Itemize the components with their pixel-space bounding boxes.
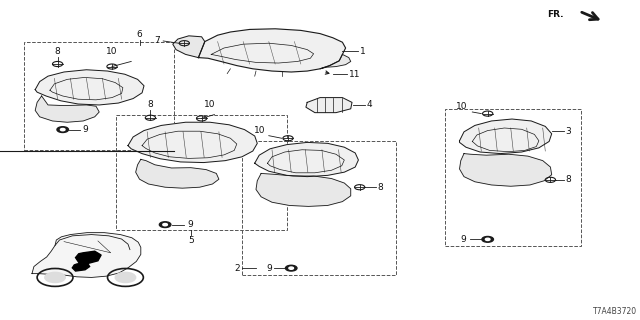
Polygon shape: [460, 154, 552, 186]
Polygon shape: [173, 36, 205, 58]
Polygon shape: [256, 173, 351, 206]
Bar: [24, 42, 174, 150]
Polygon shape: [460, 119, 552, 154]
Polygon shape: [76, 251, 101, 263]
Circle shape: [115, 272, 136, 283]
Text: FR.: FR.: [547, 10, 564, 19]
Circle shape: [285, 265, 297, 271]
Text: 6: 6: [137, 30, 142, 39]
Polygon shape: [306, 98, 352, 113]
Circle shape: [485, 238, 490, 241]
Circle shape: [482, 236, 493, 242]
Bar: [445, 109, 581, 246]
Text: 2: 2: [234, 264, 240, 273]
Text: 3: 3: [566, 127, 572, 136]
Polygon shape: [32, 233, 141, 277]
Text: T7A4B3720: T7A4B3720: [593, 307, 637, 316]
Polygon shape: [136, 159, 219, 188]
Text: 1: 1: [360, 47, 365, 56]
Text: 8: 8: [378, 183, 383, 192]
Text: 5: 5: [188, 236, 193, 245]
Text: 8: 8: [55, 47, 60, 56]
Text: 10: 10: [204, 100, 215, 109]
Text: 7: 7: [154, 36, 160, 45]
Circle shape: [163, 223, 168, 226]
Circle shape: [45, 272, 65, 283]
Bar: [242, 141, 396, 275]
Text: 8: 8: [148, 100, 153, 109]
Circle shape: [57, 127, 68, 132]
Polygon shape: [35, 96, 99, 122]
Text: 11: 11: [349, 70, 360, 79]
Circle shape: [60, 128, 65, 131]
Polygon shape: [35, 70, 144, 105]
Text: 10: 10: [254, 126, 266, 135]
Text: 10: 10: [456, 102, 467, 111]
Text: 9: 9: [82, 125, 88, 134]
Text: 8: 8: [566, 175, 572, 184]
Polygon shape: [72, 262, 90, 271]
Text: 9: 9: [460, 235, 466, 244]
Polygon shape: [320, 54, 351, 69]
Bar: [116, 115, 287, 230]
Circle shape: [159, 222, 171, 228]
Polygon shape: [255, 142, 358, 177]
Text: 9: 9: [266, 264, 272, 273]
Polygon shape: [128, 122, 257, 163]
Text: 10: 10: [106, 47, 118, 56]
Text: 9: 9: [187, 220, 193, 229]
Circle shape: [289, 267, 294, 269]
Polygon shape: [198, 29, 346, 72]
Text: 4: 4: [366, 100, 372, 109]
